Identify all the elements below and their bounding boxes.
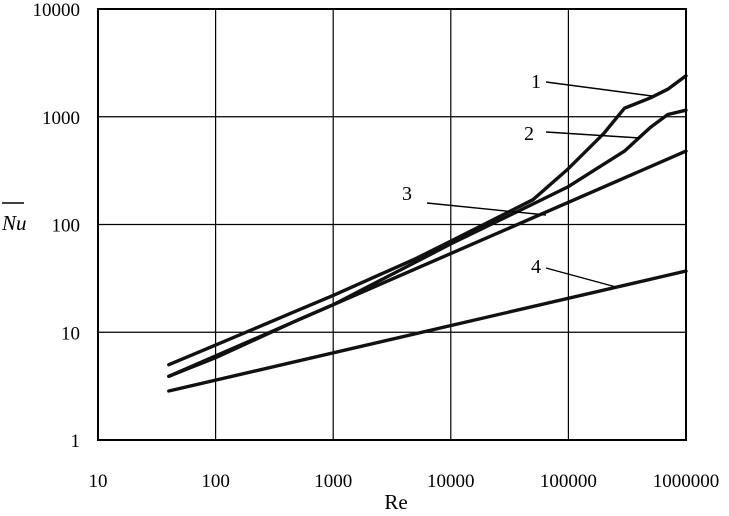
x-tick-label: 10 [89, 471, 108, 492]
x-tick-label: 100000 [540, 471, 597, 492]
y-tick-label: 100 [52, 216, 81, 237]
grid [97, 8, 687, 441]
tick-labels: 10 100 1000 10000 100000 1000000 1 10 100 1000 100… [33, 0, 720, 492]
annotations: 1 2 3 4 [402, 71, 653, 288]
x-tick-label: 10000 [427, 471, 475, 492]
series-3-line [167, 149, 688, 378]
curve-4-label: 4 [531, 256, 541, 278]
x-tick-label: 1000000 [653, 471, 720, 492]
y-axis-label-group: Nu [1, 202, 27, 235]
y-tick-label: 1 [71, 431, 81, 452]
y-tick-label: 1000 [42, 108, 80, 129]
curve-4-leader [545, 267, 617, 288]
x-tick-label: 1000 [314, 471, 352, 492]
y-axis-label: Nu [1, 211, 27, 235]
x-tick-label: 100 [201, 471, 230, 492]
curve-1-label: 1 [531, 71, 541, 93]
series-group [167, 74, 688, 393]
series-2-line [167, 108, 688, 378]
curve-3-leader [426, 202, 547, 216]
plot-frame [97, 8, 687, 441]
curve-2-leader [545, 131, 641, 139]
x-axis-label: Re [384, 490, 407, 511]
curve-2-label: 2 [524, 123, 534, 145]
y-tick-label: 10 [61, 323, 80, 344]
series-4-line [167, 269, 688, 393]
curve-1-leader [545, 81, 653, 97]
curve-3-label: 3 [402, 183, 412, 205]
series-1-line [167, 74, 688, 367]
y-tick-label: 10000 [33, 0, 81, 21]
